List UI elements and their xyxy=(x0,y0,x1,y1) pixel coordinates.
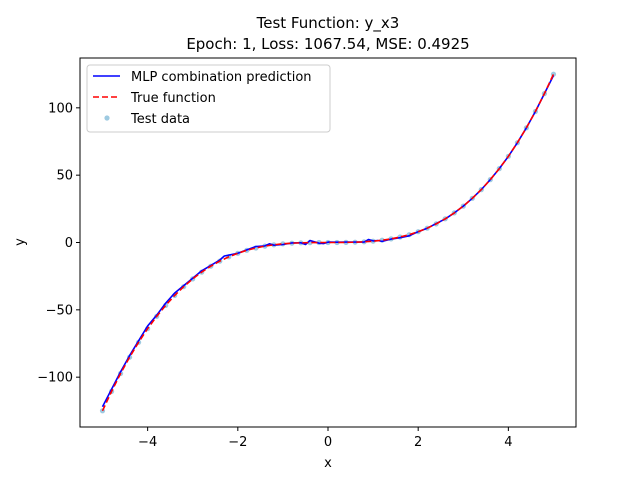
y-tick-label: 0 xyxy=(65,236,73,251)
x-tick-label: 4 xyxy=(504,435,512,450)
legend-label-test-data: Test data xyxy=(130,112,190,127)
plot-marks xyxy=(99,71,557,414)
y-axis-label: y xyxy=(13,238,28,246)
legend: MLP combination prediction True function… xyxy=(86,64,331,133)
x-axis-label: x xyxy=(324,456,332,471)
x-tick-label: −4 xyxy=(138,435,157,450)
chart-subtitle: Epoch: 1, Loss: 1067.54, MSE: 0.4925 xyxy=(186,35,469,53)
legend-label-prediction: MLP combination prediction xyxy=(131,70,312,85)
x-axis-ticks: −4 −2 0 2 4 xyxy=(138,427,513,450)
legend-swatch-test-data xyxy=(104,115,110,121)
y-tick-label: 50 xyxy=(56,169,73,184)
chart-title: Test Function: y_x3 xyxy=(256,14,400,33)
y-tick-label: −100 xyxy=(37,371,73,386)
legend-label-true-function: True function xyxy=(130,91,216,106)
x-tick-label: 2 xyxy=(414,435,422,450)
x-tick-label: −2 xyxy=(228,435,247,450)
series-line-true-function xyxy=(101,73,555,412)
legend-box xyxy=(86,64,331,133)
y-tick-label: 100 xyxy=(48,101,73,116)
y-axis-ticks: −100 −50 0 50 100 xyxy=(37,101,80,386)
y-tick-label: −50 xyxy=(46,303,73,318)
x-tick-label: 0 xyxy=(324,435,332,450)
